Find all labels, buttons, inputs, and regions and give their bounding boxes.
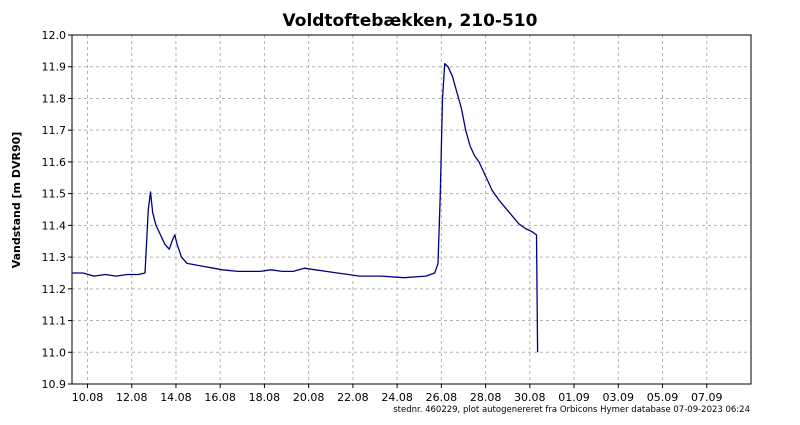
x-tick-label: 12.08 xyxy=(116,391,148,404)
y-tick-label: 12.0 xyxy=(42,29,67,42)
y-axis-label: Vandstand [m DVR90] xyxy=(10,132,23,269)
x-tick-label: 07.09 xyxy=(691,391,723,404)
y-tick-label: 11.0 xyxy=(42,346,67,359)
grid xyxy=(72,35,751,384)
y-tick-label: 11.1 xyxy=(42,315,67,328)
x-tick-label: 10.08 xyxy=(72,391,104,404)
chart-title: Voldtoftebækken, 210-510 xyxy=(283,11,538,31)
x-tick-label: 24.08 xyxy=(381,391,413,404)
y-tick-label: 11.7 xyxy=(42,124,67,137)
x-tick-label: 30.08 xyxy=(514,391,546,404)
y-tick-label: 11.4 xyxy=(42,219,67,232)
x-tick-label: 14.08 xyxy=(160,391,192,404)
x-tick-label: 03.09 xyxy=(603,391,635,404)
series-layer xyxy=(72,62,539,353)
x-tick-label: 16.08 xyxy=(204,391,236,404)
x-tick-label: 18.08 xyxy=(249,391,281,404)
y-tick-label: 11.5 xyxy=(42,188,67,201)
y-axis-ticks: 12.0 11.9 11.8 11.7 11.6 11.5 11.4 11.3 11.2 11.1… xyxy=(42,29,72,391)
y-tick-label: 10.9 xyxy=(42,378,67,391)
x-tick-label: 26.08 xyxy=(426,391,458,404)
x-tick-label: 22.08 xyxy=(337,391,369,404)
y-tick-label: 11.2 xyxy=(42,283,67,296)
chart-footnote: stednr. 460229, plot autogenereret fra O… xyxy=(393,405,750,415)
x-tick-label: 05.09 xyxy=(647,391,679,404)
y-tick-label: 11.6 xyxy=(42,156,67,169)
x-axis-ticks: 10.08 12.08 14.08 16.08 18.08 20.08 22.08 24.08… xyxy=(72,384,723,404)
x-tick-label: 20.08 xyxy=(293,391,325,404)
x-tick-label: 28.08 xyxy=(470,391,502,404)
y-tick-label: 11.9 xyxy=(42,61,67,74)
y-tick-label: 11.8 xyxy=(42,92,67,105)
series-line-0 xyxy=(72,62,539,353)
x-tick-label: 01.09 xyxy=(558,391,590,404)
plot-area-frame xyxy=(71,34,752,385)
y-tick-label: 11.3 xyxy=(42,251,67,264)
